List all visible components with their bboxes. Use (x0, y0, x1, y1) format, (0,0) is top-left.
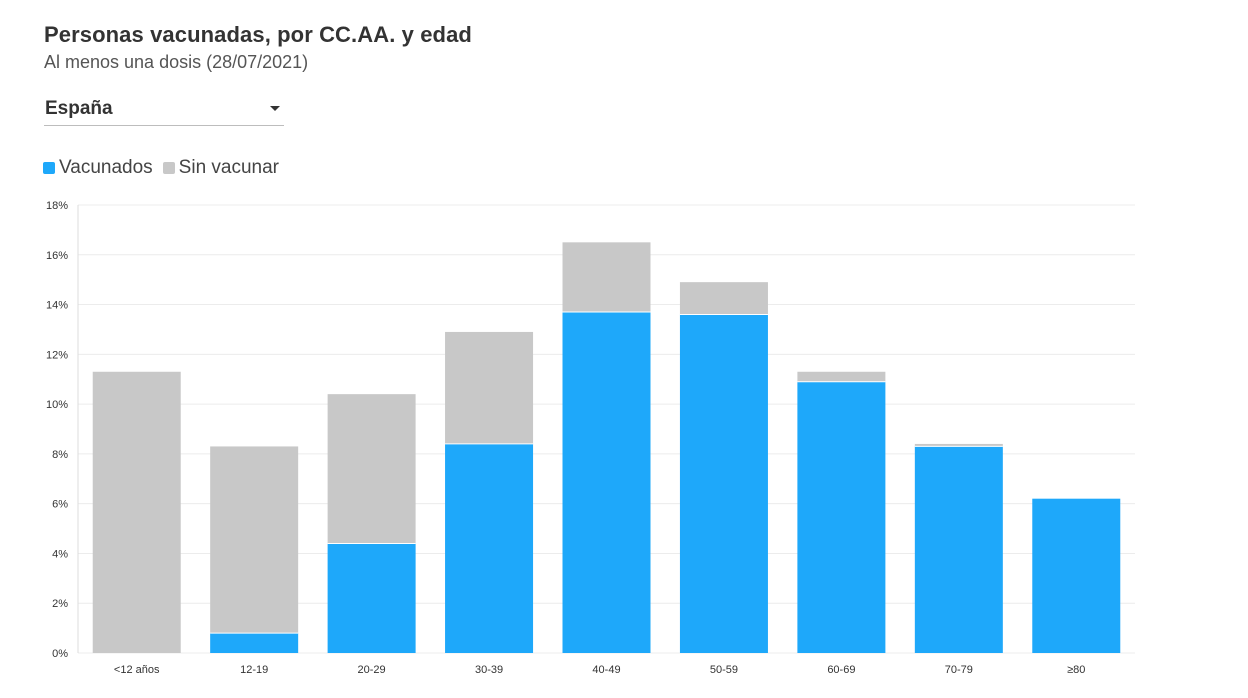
bar-sin-vacunar (562, 242, 651, 313)
bar-vacunados (914, 446, 1003, 653)
x-tick-label: 60-69 (827, 664, 855, 676)
x-tick-label: 12-19 (240, 664, 268, 676)
y-tick-label: 6% (52, 499, 68, 511)
chart-legend: Vacunados Sin vacunar (43, 156, 289, 180)
bar-vacunados (562, 312, 651, 653)
chart-subtitle: Al menos una dosis (28/07/2021) (44, 52, 309, 72)
legend-swatch-sin-vacunar (162, 162, 175, 174)
region-dropdown-value: España (45, 98, 113, 119)
bar-vacunados (679, 314, 768, 653)
bar-vacunados (797, 381, 886, 653)
y-tick-label: 8% (52, 449, 68, 461)
y-tick-label: 14% (46, 300, 68, 312)
caret-down-icon (270, 106, 280, 111)
bar-sin-vacunar (327, 394, 416, 544)
bar-vacunados (1032, 498, 1121, 653)
chart-title: Personas vacunadas, por CC.AA. y edad (44, 22, 472, 47)
bar-chart: 0% 2% 4% 6% 8% 10% 12% 14% 16% 18% <12 años 12-19 20… (46, 200, 1135, 676)
y-tick-label: 4% (52, 548, 68, 560)
bar-sin-vacunar (797, 371, 886, 382)
legend-item-vacunados[interactable]: Vacunados (43, 157, 153, 179)
bar-vacunados (210, 633, 299, 653)
x-tick-label: 70-79 (945, 664, 973, 676)
x-tick-label: <12 años (114, 664, 160, 676)
legend-swatch-vacunados (43, 162, 55, 174)
bar-sin-vacunar (92, 371, 181, 653)
x-tick-label: 50-59 (710, 664, 738, 676)
legend-label-vacunados: Vacunados (59, 157, 153, 178)
bar-vacunados (445, 443, 534, 653)
y-tick-label: 18% (46, 200, 68, 212)
bar-vacunados (327, 543, 416, 653)
bar-sin-vacunar (679, 282, 768, 315)
y-tick-label: 12% (46, 349, 68, 361)
x-tick-label: 40-49 (592, 664, 620, 676)
legend-label-sin-vacunar: Sin vacunar (178, 157, 280, 178)
y-tick-label: 0% (52, 648, 68, 660)
bar-sin-vacunar (445, 331, 534, 444)
y-tick-label: 16% (46, 250, 68, 262)
bar-sin-vacunar (914, 443, 1003, 447)
x-tick-label: 20-29 (358, 664, 386, 676)
bar-sin-vacunar (210, 446, 299, 634)
legend-item-sin-vacunar[interactable]: Sin vacunar (162, 157, 280, 179)
region-dropdown[interactable]: España (44, 96, 284, 126)
x-tick-label: 30-39 (475, 664, 503, 676)
x-tick-label: ≥80 (1067, 664, 1085, 676)
y-tick-label: 2% (52, 598, 68, 610)
y-tick-label: 10% (46, 399, 68, 411)
